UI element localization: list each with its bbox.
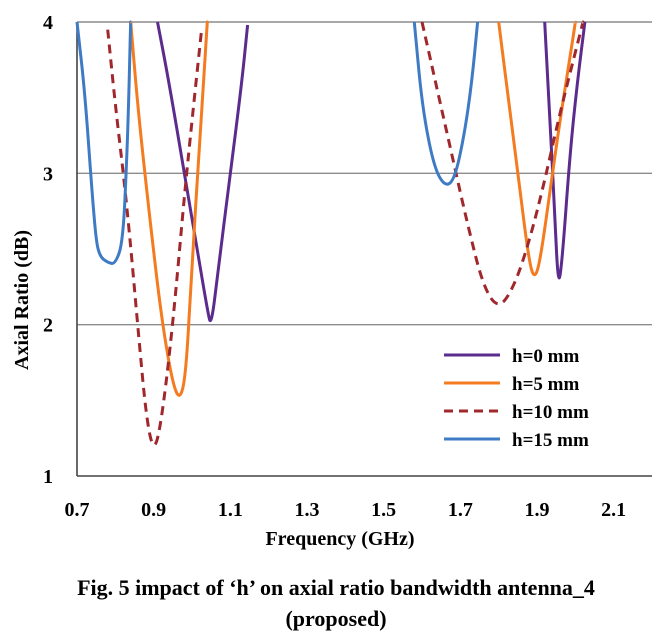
- x-tick-label: 1.1: [218, 499, 243, 521]
- series-line-h-15-mm-1: [412, 21, 480, 186]
- series-line-h-0-mm-1: [543, 21, 587, 280]
- series-line-h-0-mm-0: [156, 21, 250, 323]
- legend-label: h=5 mm: [512, 374, 579, 395]
- x-axis-ticks: 0.7 0.9 1.1 1.3 1.5 1.7 1.9 2.1: [65, 499, 627, 521]
- series-line-h-10-mm-0: [106, 29, 204, 447]
- x-tick-label: 1.5: [371, 499, 396, 521]
- legend: h=0 mm h=5 mm h=10 mm h=15 mm: [444, 346, 589, 451]
- y-axis-title: Axial Ratio (dB): [11, 230, 33, 370]
- y-tick-label: 3: [43, 163, 53, 185]
- y-tick-label: 1: [43, 466, 53, 488]
- series-line-h-5-mm-0: [129, 20, 209, 397]
- legend-label: h=15 mm: [512, 430, 589, 451]
- y-tick-label: 2: [43, 315, 53, 337]
- x-axis-title: Frequency (GHz): [265, 528, 414, 550]
- x-tick-label: 1.7: [448, 499, 473, 521]
- axial-ratio-chart: 1 2 3 4 0.7 0.9 1.1 1.3 1.5 1.7 1.9 2.1 Frequency …: [11, 12, 652, 550]
- legend-label: h=10 mm: [512, 402, 589, 423]
- x-tick-label: 1.3: [295, 499, 320, 521]
- x-tick-label: 1.9: [525, 499, 550, 521]
- x-tick-label: 0.7: [65, 499, 90, 521]
- y-tick-label: 4: [43, 12, 53, 34]
- figure-caption-line2: (proposed): [285, 606, 387, 631]
- x-tick-label: 2.1: [601, 499, 626, 521]
- y-axis-ticks: 1 2 3 4: [43, 12, 53, 488]
- series-line-h-10-mm-1: [420, 20, 585, 306]
- series-line-h-15-mm-0: [75, 20, 133, 265]
- series-line-h-5-mm-1: [497, 20, 577, 277]
- x-tick-label: 0.9: [141, 499, 166, 521]
- figure-caption-line1: Fig. 5 impact of ‘h’ on axial ratio band…: [77, 575, 595, 600]
- legend-label: h=0 mm: [512, 346, 579, 367]
- plot-area: [75, 20, 587, 447]
